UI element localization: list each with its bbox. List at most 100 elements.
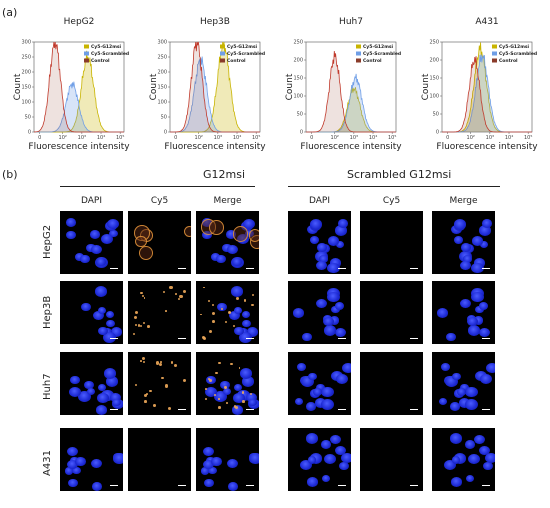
nucleus (473, 316, 484, 325)
nucleus (334, 301, 345, 310)
micrograph-huh7-cy5 (360, 352, 423, 415)
micrograph-hep3b-merge (196, 281, 259, 344)
histogram-fill-cy5-scrambled (170, 56, 260, 132)
nucleus (239, 332, 253, 343)
nucleus (471, 262, 485, 274)
scale-bar (110, 484, 118, 486)
y-tick-label: 0 (164, 130, 167, 136)
cy5-signal (212, 303, 215, 306)
nucleus (87, 387, 96, 395)
nucleus (75, 457, 86, 466)
nucleus (78, 391, 91, 403)
y-tick-label: 250 (157, 55, 167, 61)
x-tick-label: 10² (467, 135, 475, 141)
legend-label: Cy5-G12msi (227, 44, 258, 50)
nucleus (65, 230, 77, 240)
nucleus (305, 432, 318, 444)
nucleus (202, 459, 214, 470)
nucleus (327, 291, 340, 303)
cy5-signal (248, 229, 259, 242)
nucleus (443, 459, 456, 470)
nucleus (97, 307, 107, 315)
scale-bar (410, 267, 418, 269)
y-tick-label: 200 (293, 58, 303, 64)
nucleus (231, 405, 244, 415)
cy5-signal (169, 285, 173, 290)
cy5-signal (235, 297, 239, 301)
y-tick-label: 250 (21, 55, 31, 61)
nucleus (231, 286, 244, 297)
scale-bar (410, 337, 418, 339)
nucleus (241, 376, 255, 388)
nucleus (479, 373, 493, 385)
nucleus (321, 399, 335, 411)
row-header-hep3b: Hep3B (42, 295, 53, 329)
nucleus (225, 229, 237, 239)
micrograph-hep3b-merge (432, 281, 495, 344)
cy5-signal (232, 226, 249, 242)
nucleus (95, 405, 108, 415)
x-tick-label: 10² (59, 135, 67, 141)
cy5-signal (146, 393, 149, 396)
y-tick-label: 50 (25, 115, 31, 121)
cy5-signal (218, 398, 220, 400)
micrograph-huh7-dapi (288, 352, 351, 415)
scale-bar (482, 484, 490, 486)
nucleus (296, 363, 306, 371)
histogram-fill-cy5-scrambled (442, 54, 532, 132)
micrograph-hep3b-cy5 (360, 281, 423, 344)
legend-label: Cy5-G12msi (363, 44, 394, 50)
flow-svg: Huh7 0 50 100 150 200 250 0 10² 10³ 10⁴ 10⁵Fluoresc… (285, 17, 402, 152)
y-axis-label: Count (285, 73, 295, 100)
nucleus (246, 327, 259, 337)
nucleus (95, 257, 106, 267)
nucleus (320, 440, 331, 449)
x-tick-label: 10⁵ (388, 135, 396, 141)
cy5-signal (241, 391, 245, 394)
nucleus (454, 236, 464, 244)
nucleus (242, 319, 251, 328)
nucleus (466, 316, 478, 327)
nucleus (480, 240, 489, 248)
nucleus (80, 255, 91, 264)
scale-bar (338, 267, 346, 269)
nucleus (109, 229, 118, 238)
legend-label: Control (91, 58, 110, 64)
nucleus (458, 398, 470, 408)
panel-b-label: (b) (2, 168, 18, 181)
nucleus (310, 236, 320, 244)
nucleus (462, 255, 472, 263)
cy5-signal (155, 361, 160, 365)
nucleus (327, 262, 341, 274)
nucleus (75, 252, 85, 261)
y-tick-label: 100 (429, 94, 439, 100)
nucleus (436, 307, 449, 318)
nucleus (103, 332, 117, 343)
y-tick-label: 100 (293, 94, 303, 100)
cy5-signal (170, 360, 174, 364)
cy5-signal (212, 319, 216, 323)
cy5-signal (217, 406, 221, 410)
nucleus (201, 230, 213, 240)
y-tick-label: 300 (157, 40, 167, 46)
cy5-signal (205, 397, 207, 400)
flow-title: HepG2 (64, 17, 95, 27)
axes-frame (441, 41, 533, 133)
micrograph-huh7-merge (196, 352, 259, 415)
scale-bar (482, 267, 490, 269)
cy5-signal (149, 389, 153, 393)
nucleus (323, 324, 337, 336)
nucleus (292, 307, 305, 318)
legend-swatch (492, 58, 497, 63)
legend-label: Cy5-Scrambled (363, 51, 401, 57)
nucleus (445, 376, 458, 387)
flow-svg: HepG2 0 50 100 150 200 250 300 0 10² 10³ 10⁴ 10⁵Fluo… (13, 17, 130, 152)
legend-swatch (220, 51, 225, 56)
column-header-cy5: Cy5 (382, 196, 401, 206)
nucleus (211, 252, 221, 261)
cy5-signal (213, 394, 216, 396)
nucleus (219, 380, 230, 390)
cy5-signal (228, 311, 231, 314)
nucleus (324, 453, 336, 464)
nucleus (222, 244, 232, 253)
